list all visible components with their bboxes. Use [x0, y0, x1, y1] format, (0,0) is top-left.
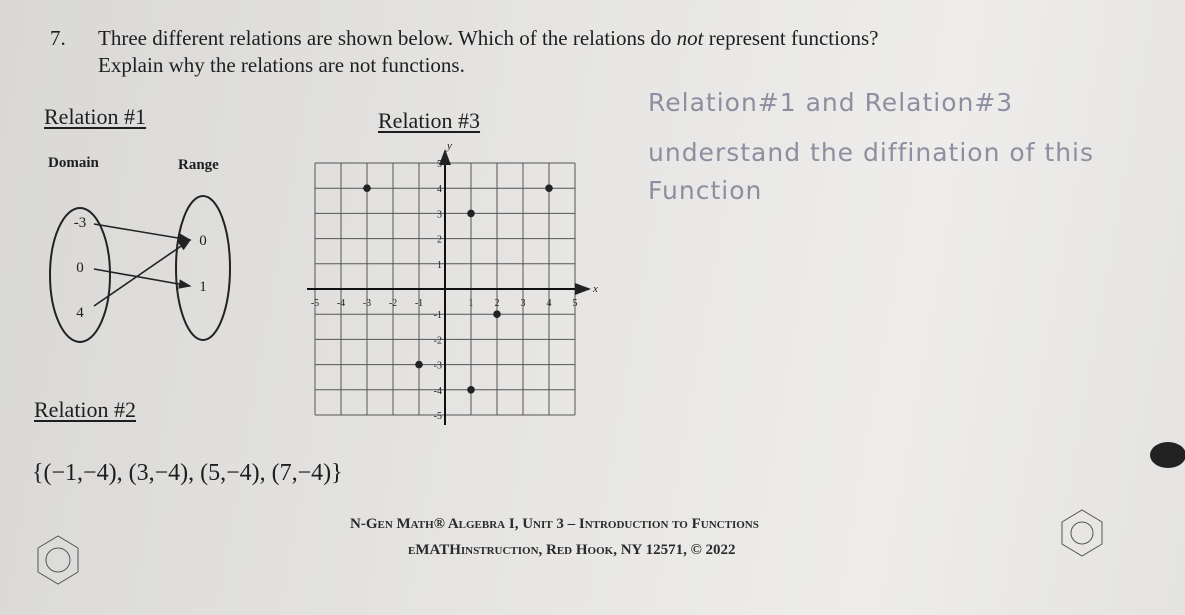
point [493, 310, 501, 319]
question-line-2: Explain why the relations are not functi… [98, 53, 465, 77]
x-tick-label: 4 [547, 298, 552, 309]
emphasis: not [676, 26, 704, 50]
point [545, 184, 553, 192]
domain-label: Domain [48, 155, 99, 171]
y-tick-label: -3 [434, 361, 442, 372]
x-tick-label: 1 [469, 298, 474, 309]
mapping-arrow [93, 268, 192, 289]
handwriting-line: understand the diffination of this [648, 138, 1095, 167]
range-value: 1 [199, 279, 207, 295]
relation-1-title: Relation #1 [44, 104, 147, 129]
y-tick-label: -5 [434, 411, 442, 422]
y-tick-label: -2 [434, 335, 442, 346]
relation-2-set: {(−1,−4), (3,−4), (5,−4), (7,−4)} [32, 460, 343, 486]
y-tick-label: 2 [437, 235, 442, 246]
relation-2-title: Relation #2 [34, 397, 137, 422]
footer-line-2: eMATHinstruction, Red Hook, NY 12571, © … [408, 542, 736, 558]
x-tick-label: -4 [337, 298, 345, 309]
x-tick-label: 5 [573, 298, 578, 309]
logo [37, 509, 1103, 585]
y-tick-label: 1 [437, 260, 442, 271]
point [363, 184, 371, 192]
point [467, 209, 475, 218]
question-text-start: Three different relations are shown belo… [98, 26, 677, 50]
x-tick-label: -2 [389, 298, 397, 309]
mapping-arrow [93, 223, 192, 243]
x-tick-label: 3 [521, 298, 526, 309]
y-tick-label: 3 [437, 209, 442, 220]
hole-punch [1150, 442, 1185, 468]
x-tick-label: -3 [363, 298, 371, 309]
point [467, 386, 475, 394]
mapping-arrow [93, 239, 192, 307]
relation-3-title: Relation #3 [378, 108, 481, 133]
footer-line-1: N-Gen Math® Algebra I, Unit 3 – Introduc… [350, 516, 759, 532]
y-tick-label: -4 [434, 386, 442, 397]
domain-oval [49, 207, 111, 343]
domain-value: 0 [76, 260, 84, 276]
point [415, 360, 423, 369]
range-value: 0 [199, 233, 207, 249]
range-oval [175, 195, 231, 341]
x-axis-label: x [592, 283, 598, 295]
question-number: 7. [50, 26, 66, 50]
question-text: Three different relations are shown belo… [98, 26, 878, 51]
x-tick-label: -5 [311, 298, 319, 309]
x-tick-label: -1 [415, 298, 423, 309]
handwriting-line: Relation#1 and Relation#3 [648, 88, 1014, 117]
handwriting-line: Function [648, 176, 763, 205]
y-tick-label: -1 [434, 310, 442, 321]
domain-value: 4 [76, 305, 84, 321]
y-axis-label: y [446, 140, 452, 152]
domain-value: -3 [74, 215, 87, 231]
y-tick-label: 5 [437, 159, 442, 170]
y-tick-label: 4 [437, 184, 442, 195]
range-label: Range [178, 157, 219, 173]
question-text-end: represent functions? [703, 26, 879, 50]
x-tick-label: 2 [495, 298, 500, 309]
